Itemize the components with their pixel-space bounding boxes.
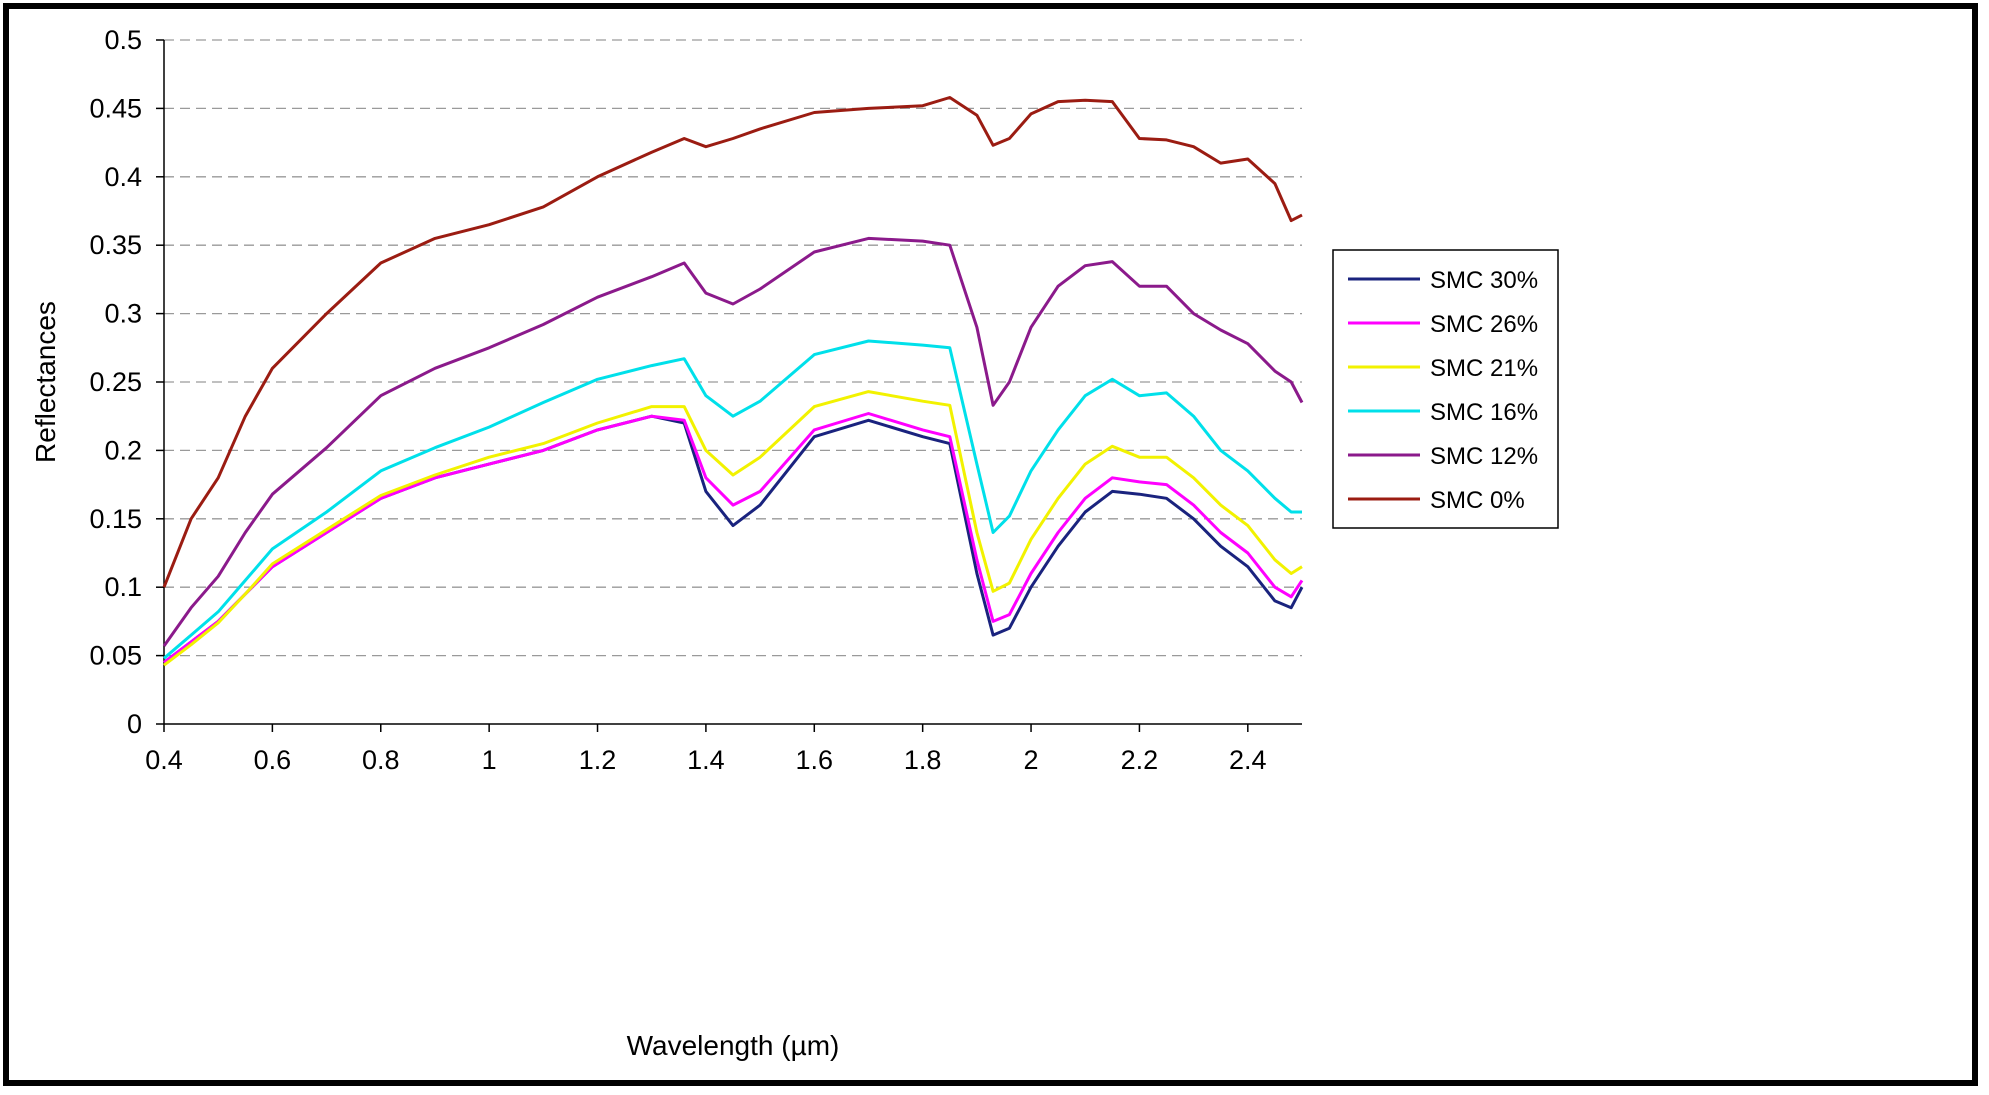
legend-label: SMC 21% (1430, 355, 1538, 382)
y-tick-label: 0.3 (104, 299, 142, 329)
y-tick-label: 0.45 (89, 93, 142, 123)
chart-frame (3, 3, 1978, 1086)
legend-label: SMC 26% (1430, 311, 1538, 338)
y-tick-label: 0.5 (104, 25, 142, 55)
y-tick-label: 0.05 (89, 641, 142, 671)
y-tick-label: 0.35 (89, 230, 142, 260)
x-tick-label: 0.4 (145, 745, 183, 775)
series-line-2 (163, 390, 1303, 667)
y-tick-label: 0.1 (104, 572, 142, 602)
x-tick-label: 2.2 (1121, 745, 1159, 775)
legend-label: SMC 0% (1430, 487, 1525, 514)
x-tick-label: 2 (1024, 745, 1039, 775)
x-tick-labels: 0.4 0.6 0.8 1 1.2 1.4 1.6 1.8 2 2.2 2.4 (145, 745, 1266, 775)
series-line-4 (162, 236, 1304, 647)
series-lines (162, 96, 1304, 667)
x-tick-label: 1.4 (687, 745, 725, 775)
y-tick-label: 0.25 (89, 367, 142, 397)
x-tick-label: 1.2 (579, 745, 617, 775)
y-tick-label: 0.2 (104, 435, 142, 465)
x-tick-label: 0.8 (362, 745, 400, 775)
y-tick-label: 0.15 (89, 504, 142, 534)
y-tick-labels: 0 0.05 0.1 0.15 0.2 0.25 0.3 0.35 0.4 0.45 0.5 (89, 25, 142, 739)
series-line-5 (162, 96, 1303, 588)
x-tick-label: 1.6 (796, 745, 834, 775)
axes (156, 39, 1302, 732)
y-tick-label: 0.4 (104, 162, 142, 192)
x-axis-title: Wavelength (µm) (627, 1030, 840, 1061)
legend-label: SMC 30% (1430, 267, 1538, 294)
legend-label: SMC 12% (1430, 443, 1538, 470)
y-axis-title: Reflectances (30, 301, 61, 463)
legend: SMC 30% SMC 26% SMC 21% SMC 16% SMC 12% SMC 0… (1332, 249, 1559, 529)
series-line-1 (163, 412, 1304, 664)
series-line-3 (163, 339, 1302, 660)
legend-box (1332, 249, 1559, 529)
y-tick-label: 0 (127, 709, 142, 739)
x-tick-label: 2.4 (1229, 745, 1267, 775)
x-tick-label: 1.8 (904, 745, 942, 775)
grid-lines (164, 39, 1302, 657)
x-tick-label: 1 (482, 745, 497, 775)
x-tick-label: 0.6 (254, 745, 292, 775)
legend-label: SMC 16% (1430, 399, 1538, 426)
